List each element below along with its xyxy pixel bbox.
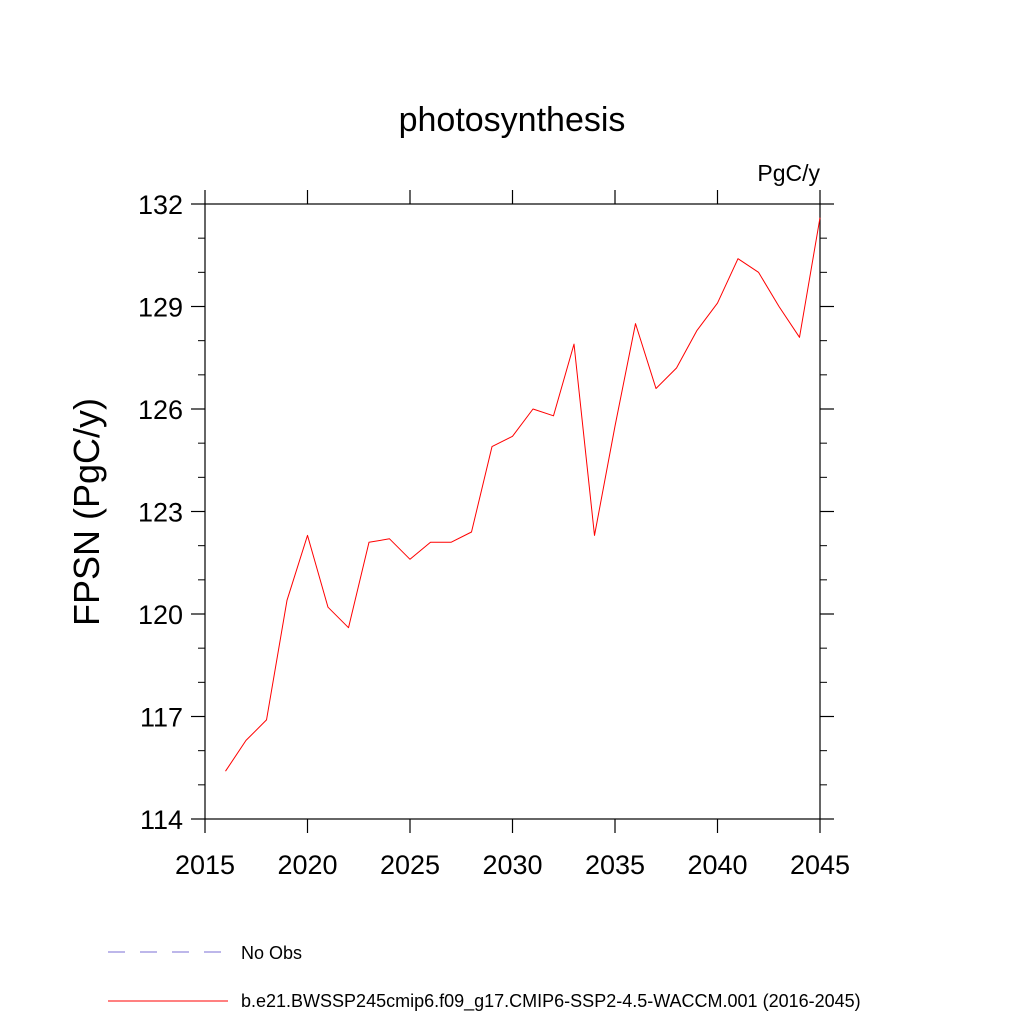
units-label: PgC/y [757,160,820,186]
axis-ticks [191,190,834,833]
axis-tick-labels: 2015 2020 2025 2030 2035 2040 2045 114 117 120 123… [138,190,850,880]
y-tick-label: 126 [138,395,183,425]
y-tick-label: 129 [138,293,183,323]
y-axis-label: FPSN (PgC/y) [66,398,107,626]
plot-frame [204,203,821,820]
y-tick-label: 117 [140,703,183,733]
x-tick-label: 2030 [482,850,542,880]
y-tick-label: 120 [138,600,183,630]
y-tick-label: 123 [138,498,183,528]
x-tick-label: 2015 [175,850,235,880]
legend-label-model: b.e21.BWSSP245cmip6.f09_g17.CMIP6-SSP2-4… [241,991,861,1012]
x-tick-label: 2040 [687,850,747,880]
y-tick-label: 114 [140,805,183,835]
series-line-0 [225,217,821,772]
series-layer [225,217,821,772]
plot-area: 2015 2020 2025 2030 2035 2040 2045 114 117 120 123… [138,190,850,880]
x-tick-label: 2025 [380,850,440,880]
legend-label-no-obs: No Obs [241,943,302,963]
x-tick-label: 2045 [790,850,850,880]
chart-title: photosynthesis [399,101,626,139]
y-tick-label: 132 [138,190,183,220]
x-tick-label: 2035 [585,850,645,880]
x-tick-label: 2020 [277,850,337,880]
legend: No Obs b.e21.BWSSP245cmip6.f09_g17.CMIP6… [108,943,861,1012]
